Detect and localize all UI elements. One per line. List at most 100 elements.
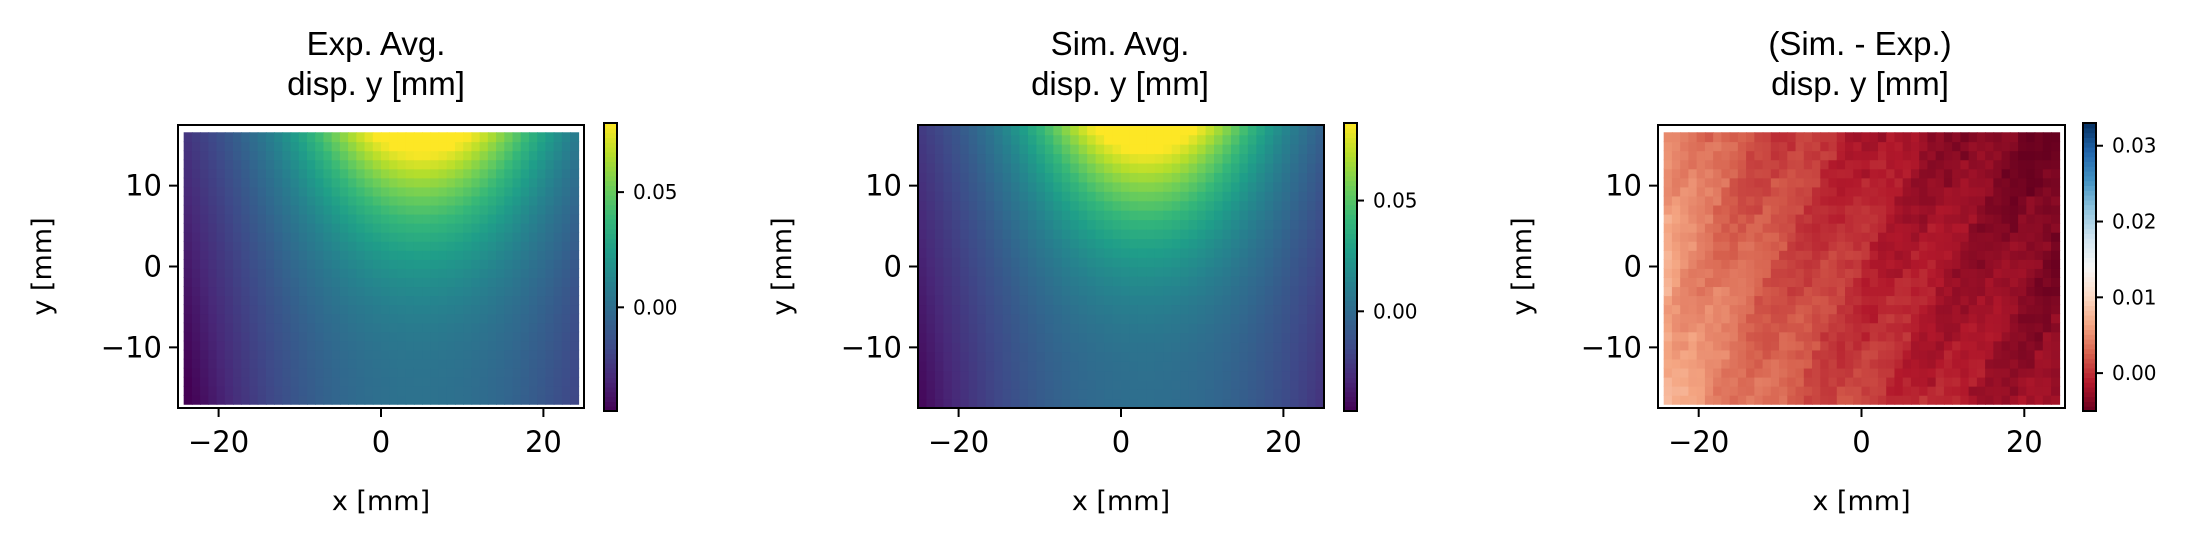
heatmap-cell xyxy=(512,331,522,342)
heatmap-cell xyxy=(504,231,514,242)
heatmap-cell xyxy=(2042,222,2052,233)
heatmap-cell xyxy=(968,228,979,239)
colorbar-frame xyxy=(603,122,618,412)
heatmap-cell xyxy=(1197,200,1207,211)
heatmap-cell xyxy=(934,162,945,173)
heatmap-cell xyxy=(1112,304,1122,315)
heatmap-cell xyxy=(372,195,382,206)
heatmap-cell xyxy=(1671,213,1681,224)
heatmap-cell xyxy=(1820,340,1830,351)
colorbar-segment xyxy=(604,156,617,162)
heatmap-cell xyxy=(257,186,267,197)
heatmap-cell xyxy=(1180,257,1190,268)
heatmap-cell xyxy=(512,295,522,306)
heatmap-cell xyxy=(2026,150,2036,161)
heatmap-cell xyxy=(389,331,399,342)
heatmap-cell xyxy=(1976,168,1986,179)
heatmap-cell xyxy=(339,385,349,396)
heatmap-cell xyxy=(1902,141,1912,152)
heatmap-cell xyxy=(1011,181,1021,192)
heatmap-cell xyxy=(479,313,489,324)
heatmap-cell xyxy=(282,168,292,179)
heatmap-cell xyxy=(241,340,251,351)
heatmap-cell xyxy=(2026,385,2036,396)
heatmap-cell xyxy=(1671,150,1681,161)
heatmap-cell xyxy=(1095,143,1105,155)
colorbar-segment xyxy=(604,199,617,206)
heatmap-cell xyxy=(2051,331,2061,342)
heatmap-cell xyxy=(315,150,325,161)
heatmap-cell xyxy=(1836,250,1846,260)
heatmap-cell xyxy=(1061,181,1072,192)
heatmap-cell xyxy=(1036,313,1046,324)
heatmap-cell xyxy=(1688,277,1698,288)
heatmap-cell xyxy=(1188,398,1198,409)
colorbar-segment xyxy=(604,238,617,244)
heatmap-cell xyxy=(1845,195,1855,206)
heatmap-cell xyxy=(1812,295,1822,306)
heatmap-cell xyxy=(926,219,936,230)
heatmap-cell xyxy=(265,277,275,288)
heatmap-cell xyxy=(1919,340,1929,351)
heatmap-cell xyxy=(1298,134,1308,145)
heatmap-cell xyxy=(323,150,333,161)
heatmap-cell xyxy=(1770,213,1780,224)
heatmap-cell xyxy=(1036,209,1046,221)
x-tick-label: 0 xyxy=(372,425,390,459)
heatmap-cell xyxy=(1836,177,1846,188)
heatmap-cell xyxy=(1112,238,1122,249)
heatmap-cell xyxy=(1713,340,1723,351)
heatmap-cell xyxy=(1171,285,1182,296)
heatmap-cell xyxy=(265,268,275,278)
heatmap-cell xyxy=(1180,332,1190,343)
heatmap-cell xyxy=(1729,304,1739,315)
heatmap-cell xyxy=(224,195,234,206)
heatmap-cell xyxy=(1943,222,1953,233)
heatmap-cell xyxy=(1247,332,1258,343)
heatmap-cell xyxy=(1663,259,1673,269)
heatmap-cell xyxy=(257,195,267,206)
heatmap-cell xyxy=(2018,177,2028,188)
heatmap-cell xyxy=(520,177,530,188)
heatmap-cell xyxy=(1027,191,1038,202)
heatmap-cell xyxy=(1952,376,1962,387)
heatmap-cell xyxy=(413,367,423,378)
heatmap-cell xyxy=(1927,331,1937,342)
heatmap-cell xyxy=(1688,177,1698,188)
heatmap-cell xyxy=(1812,340,1822,351)
heatmap-cell xyxy=(1137,134,1148,145)
heatmap-cell xyxy=(430,358,440,369)
heatmap-cell xyxy=(1011,360,1021,372)
heatmap-cell xyxy=(1256,275,1266,287)
heatmap-cell xyxy=(487,349,497,360)
heatmap-cell xyxy=(1214,153,1224,164)
heatmap-cell xyxy=(1197,162,1207,173)
heatmap-cell xyxy=(545,240,555,251)
heatmap-cell xyxy=(348,186,358,197)
heatmap-cell xyxy=(968,200,979,211)
heatmap-cell xyxy=(570,240,580,251)
heatmap-cell xyxy=(1713,231,1723,242)
heatmap-cell xyxy=(323,295,333,306)
heatmap-cell xyxy=(1129,341,1139,353)
heatmap-cell xyxy=(1861,286,1871,297)
heatmap-cell xyxy=(1154,304,1165,315)
heatmap-cell xyxy=(200,177,210,188)
heatmap-cell xyxy=(553,186,563,197)
heatmap-cell xyxy=(1019,275,1029,287)
heatmap-cell xyxy=(1737,195,1747,206)
heatmap-cell xyxy=(1696,204,1706,215)
heatmap-cell xyxy=(364,358,374,369)
heatmap-cell xyxy=(1910,250,1920,260)
heatmap-cell xyxy=(224,394,234,405)
heatmap-cell xyxy=(537,277,547,288)
heatmap-cell xyxy=(1779,331,1789,342)
heatmap-cell xyxy=(257,268,267,278)
heatmap-cell xyxy=(397,394,407,405)
heatmap-cell xyxy=(1770,168,1780,179)
heatmap-cell xyxy=(1820,150,1830,161)
heatmap-cell xyxy=(224,304,234,315)
heatmap-cell xyxy=(1061,162,1072,173)
heatmap-cell xyxy=(1869,367,1879,378)
heatmap-cell xyxy=(241,349,251,360)
